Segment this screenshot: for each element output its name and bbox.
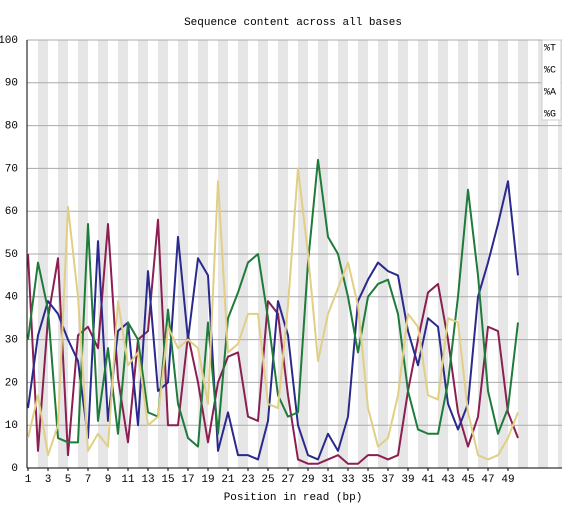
legend-box [541,39,562,121]
x-tick-label: 47 [481,474,494,486]
x-tick-label: 19 [201,474,214,486]
x-tick-label: 45 [461,474,474,486]
y-tick-label: 80 [5,121,18,133]
y-tick-label: 40 [5,292,18,304]
y-tick-label: 0 [11,463,18,475]
legend-label: %C [544,66,556,77]
x-tick-label: 41 [421,474,435,486]
x-tick-label: 31 [321,474,335,486]
y-tick-label: 100 [0,35,18,47]
legend-label: %A [544,88,556,99]
x-tick-label: 13 [141,474,154,486]
x-tick-label: 11 [121,474,135,486]
x-tick-label: 1 [25,474,32,486]
x-tick-label: 25 [261,474,274,486]
x-tick-label: 37 [381,474,394,486]
x-tick-label: 9 [105,474,112,486]
x-tick-label: 3 [45,474,52,486]
y-tick-label: 60 [5,206,18,218]
x-tick-label: 29 [301,474,314,486]
x-tick-label: 39 [401,474,414,486]
y-tick-label: 30 [5,335,18,347]
y-tick-label: 70 [5,163,18,175]
x-tick-label: 15 [161,474,174,486]
y-tick-label: 50 [5,249,18,261]
x-tick-label: 17 [181,474,194,486]
legend-label: %T [544,44,556,55]
x-tick-label: 33 [341,474,354,486]
y-tick-label: 90 [5,78,18,90]
y-tick-label: 20 [5,377,18,389]
x-tick-label: 27 [281,474,294,486]
x-tick-label: 35 [361,474,374,486]
chart-title: Sequence content across all bases [184,17,402,29]
y-tick-label: 10 [5,420,18,432]
x-tick-label: 43 [441,474,454,486]
x-tick-label: 5 [65,474,72,486]
legend-label: %G [544,110,556,121]
series-line [27,218,519,465]
series-line [27,167,519,461]
x-tick-label: 21 [221,474,235,486]
x-tick-label: 49 [501,474,514,486]
series-line [27,158,519,448]
x-axis-label: Position in read (bp) [224,492,363,504]
x-tick-label: 23 [241,474,254,486]
x-tick-label: 7 [85,474,92,486]
